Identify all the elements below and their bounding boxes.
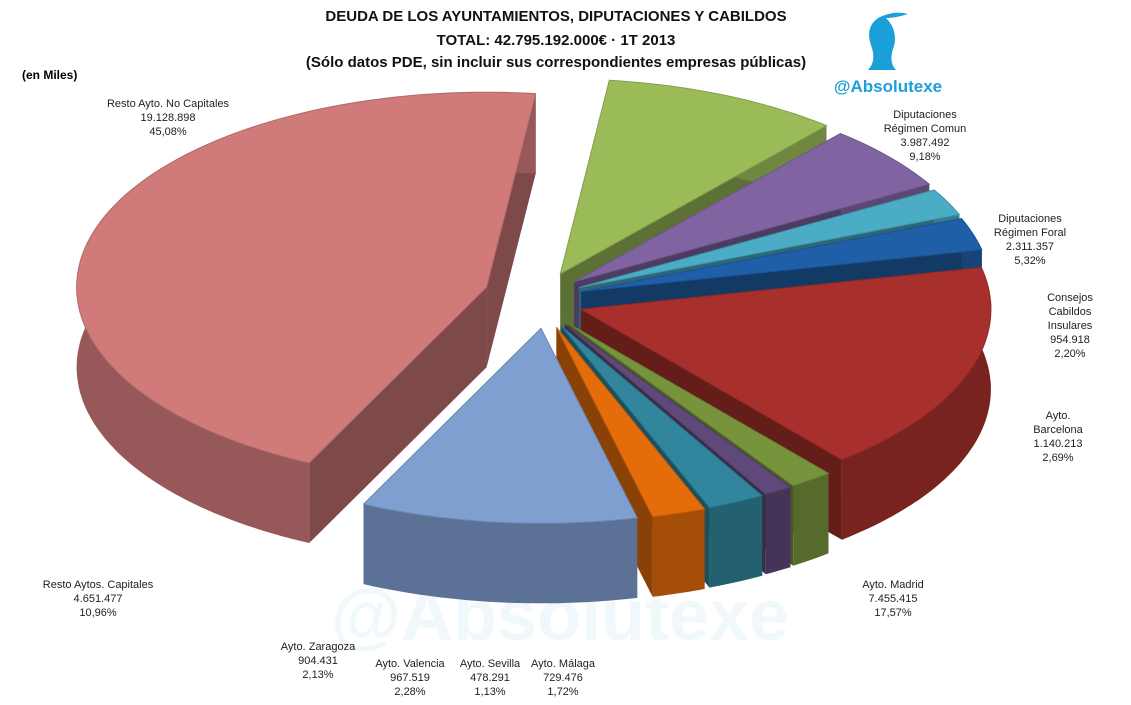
data-label: Resto Aytos. Capitales 4.651.477 10,96%: [43, 578, 153, 620]
wedge: [573, 132, 931, 283]
label-value: 478.291: [470, 672, 510, 684]
wedge: [579, 189, 961, 288]
label-name: Ayto. Madrid: [862, 579, 924, 591]
logo: [868, 12, 908, 70]
label-share: 2,20%: [1054, 348, 1086, 360]
label-name: Diputaciones Régimen Foral: [993, 213, 1067, 239]
label-share: 17,57%: [874, 607, 912, 619]
wedge: [76, 91, 537, 464]
label-value: 967.519: [390, 672, 430, 684]
wedge: [559, 79, 828, 275]
label-value: 19.128.898: [140, 112, 196, 124]
wedge: [560, 325, 764, 509]
wedge-side: [363, 504, 638, 604]
label-share: 5,32%: [1014, 255, 1046, 267]
label-name: Consejos Cabildos Insulares: [1047, 292, 1093, 332]
label-value: 3.987.492: [900, 137, 950, 149]
data-label: Consejos Cabildos Insulares 954.918 2,20%: [1040, 291, 1101, 361]
label-name: Resto Aytos. Capitales: [42, 579, 154, 591]
label-share: 10,96%: [79, 607, 117, 619]
wedge: [362, 327, 638, 524]
data-label: Ayto. Barcelona 1.140.213 2,69%: [1022, 409, 1095, 465]
label-share: 1,13%: [474, 686, 506, 698]
label-value: 2.311.357: [1005, 241, 1055, 253]
wedge-side: [709, 495, 763, 588]
chart-title: DEUDA DE LOS AYUNTAMIENTOS, DIPUTACIONES…: [325, 8, 787, 25]
label-value: 729.476: [543, 672, 583, 684]
label-name: Resto Ayto. No Capitales: [106, 98, 230, 110]
label-share: 2,13%: [302, 669, 334, 681]
logo-text: @Absolutexe: [834, 77, 942, 96]
wedge-side: [652, 509, 705, 597]
wedge: [579, 266, 992, 461]
label-name: Ayto. Valencia: [375, 658, 445, 670]
wedge-side: [841, 267, 991, 540]
label-share: 2,28%: [394, 686, 426, 698]
label-value: 7.455.415: [868, 593, 918, 605]
label-share: 2,69%: [1042, 452, 1074, 464]
wedge: [555, 326, 706, 518]
label-name: Ayto. Sevilla: [459, 658, 521, 670]
data-label: Ayto. Málaga 729.476 1,72%: [531, 657, 595, 699]
wedge-wall: [309, 287, 487, 543]
wedge: [567, 322, 830, 487]
pie: [76, 79, 992, 604]
data-label: Ayto. Madrid 7.455.415 17,57%: [862, 578, 924, 620]
data-label: Ayto. Sevilla 478.291 1,13%: [460, 657, 520, 699]
label-share: 9,18%: [909, 151, 941, 163]
data-label: Ayto. Zaragoza 904.431 2,13%: [281, 640, 355, 682]
label-name: Diputaciones Régimen Comun: [883, 109, 967, 135]
label-value: 954.918: [1050, 334, 1090, 346]
label-name: Ayto. Barcelona: [1033, 410, 1083, 436]
wedge-side: [793, 473, 829, 566]
label-name: Ayto. Málaga: [530, 658, 596, 670]
wedge: [581, 218, 983, 293]
data-label: Resto Ayto. No Capitales 19.128.898 45,08%: [107, 97, 229, 139]
label-value: 1.140.213: [1033, 438, 1083, 450]
wedge-side: [765, 487, 791, 575]
wedge: [564, 323, 792, 495]
chart-subtitle: TOTAL: 42.795.192.000€ · 1T 2013: [436, 32, 676, 49]
chart-note: (Sólo datos PDE, sin incluir sus corresp…: [305, 54, 807, 71]
data-label: Ayto. Valencia 967.519 2,28%: [375, 657, 444, 699]
label-share: 1,72%: [547, 686, 579, 698]
data-label: Diputaciones Régimen Foral 2.311.357 5,32%: [994, 212, 1066, 268]
label-share: 45,08%: [149, 126, 187, 138]
label-value: 4.651.477: [73, 593, 123, 605]
label-value: 904.431: [298, 655, 338, 667]
label-name: Ayto. Zaragoza: [280, 641, 356, 653]
data-label: Diputaciones Régimen Comun 3.987.492 9,18%: [884, 108, 967, 164]
unit-label: (en Miles): [22, 68, 78, 82]
